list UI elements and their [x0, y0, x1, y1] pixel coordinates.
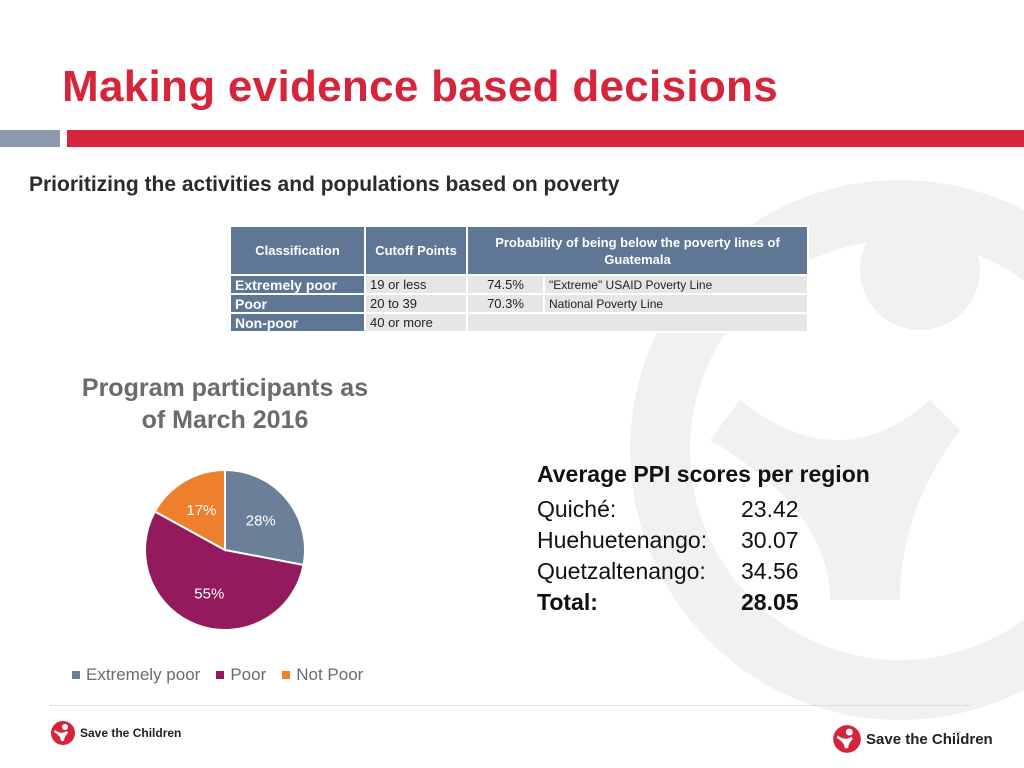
table-row: Extremely poor 19 or less 74.5% "Extreme… — [229, 274, 810, 295]
save-the-children-icon — [833, 725, 861, 753]
row-poverty-line: "Extreme" USAID Poverty Line — [542, 274, 810, 295]
logo-text: Save the Children — [80, 726, 182, 740]
ppi-region: Quiché: — [537, 496, 617, 522]
ppi-total-label: Total: — [537, 589, 598, 615]
legend-label: Extremely poor — [86, 665, 201, 684]
ppi-row: Quetzaltenango: 34.56 — [537, 556, 870, 587]
header-probability: Probability of being below the poverty l… — [465, 225, 810, 276]
pie-slice-poor — [144, 510, 305, 631]
save-the-children-watermark — [630, 180, 1024, 720]
ppi-region: Quetzaltenango: — [537, 558, 706, 584]
row-cutoff: 40 or more — [364, 312, 468, 333]
row-classification: Extremely poor — [229, 274, 366, 295]
footer-divider — [50, 705, 970, 706]
legend-item-poor: Poor — [216, 665, 266, 685]
title-accent-bar-red — [67, 130, 1024, 147]
pie-label-not-poor: 17% — [186, 502, 216, 519]
legend-swatch — [72, 671, 80, 679]
classification-table: Classification Cutoff Points Probability… — [229, 225, 810, 333]
ppi-scores: Average PPI scores per region Quiché: 23… — [537, 458, 870, 618]
ppi-total-score: 28.05 — [741, 589, 799, 615]
row-cutoff: 20 to 39 — [364, 293, 468, 314]
pie-slice-not-poor — [153, 468, 226, 552]
row-probability: 70.3% — [466, 293, 545, 314]
pie-label-poor: 55% — [194, 586, 224, 603]
logo-text: Save the Children — [866, 730, 993, 748]
table-row: Poor 20 to 39 70.3% National Poverty Lin… — [229, 293, 810, 314]
ppi-region: Huehuetenango: — [537, 527, 708, 553]
legend-swatch — [282, 671, 291, 679]
ppi-score: 30.07 — [741, 527, 799, 553]
save-the-children-icon — [51, 721, 75, 745]
row-classification: Poor — [229, 293, 366, 314]
legend-swatch — [216, 671, 225, 679]
page-number: 7 — [955, 730, 962, 742]
legend-label: Not Poor — [296, 665, 364, 684]
pie-label-extremely-poor: 28% — [246, 512, 276, 529]
page-subtitle: Prioritizing the activities and populati… — [29, 173, 620, 196]
chart-title: Program participants as of March 2016 — [81, 374, 369, 434]
table-row: Non-poor 40 or more — [229, 312, 810, 333]
save-the-children-logo-right: Save the Children — [832, 724, 993, 754]
header-classification: Classification — [229, 225, 366, 276]
ppi-row: Huehuetenango: 30.07 — [537, 525, 870, 556]
ppi-row: Quiché: 23.42 — [537, 494, 870, 525]
ppi-total-row: Total: 28.05 — [537, 587, 870, 618]
row-poverty-line: National Poverty Line — [542, 293, 810, 314]
save-the-children-logo-left: Save the Children — [50, 720, 181, 746]
row-probability-empty — [465, 312, 810, 333]
legend-item-extremely-poor: Extremely poor — [72, 665, 200, 685]
title-accent-bar-gray — [0, 130, 60, 147]
row-cutoff: 19 or less — [364, 274, 468, 295]
page-title: Making evidence based decisions — [62, 62, 779, 111]
row-classification: Non-poor — [229, 312, 366, 333]
ppi-score: 34.56 — [741, 558, 799, 584]
chart-legend: Extremely poor Poor Not Poor — [72, 665, 363, 685]
legend-label: Poor — [230, 665, 267, 684]
legend-item-not-poor: Not Poor — [282, 665, 363, 685]
pie-chart: 28% 55% 17% — [144, 468, 306, 631]
header-cutoff-points: Cutoff Points — [364, 225, 468, 276]
row-probability: 74.5% — [466, 274, 545, 295]
ppi-heading: Average PPI scores per region — [537, 461, 870, 487]
ppi-score: 23.42 — [741, 496, 799, 522]
pie-slice-extremely-poor — [224, 468, 306, 567]
table-header-row: Classification Cutoff Points Probability… — [229, 225, 810, 276]
